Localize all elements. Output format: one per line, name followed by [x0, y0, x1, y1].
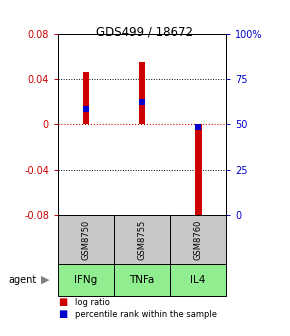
Bar [195, 124, 202, 221]
Text: ▶: ▶ [41, 275, 49, 285]
Text: ■: ■ [58, 309, 67, 319]
Text: IL4: IL4 [191, 275, 206, 285]
Text: log ratio: log ratio [75, 298, 110, 307]
Text: GSM8755: GSM8755 [137, 219, 147, 259]
Text: percentile rank within the sample: percentile rank within the sample [75, 310, 218, 319]
Text: IFNg: IFNg [75, 275, 98, 285]
Text: GSM8760: GSM8760 [194, 219, 203, 260]
Text: TNFa: TNFa [129, 275, 155, 285]
Text: agent: agent [9, 275, 37, 285]
Bar [139, 62, 146, 124]
Text: GSM8750: GSM8750 [81, 219, 90, 259]
Bar [83, 72, 89, 124]
Text: ■: ■ [58, 297, 67, 307]
Text: GDS499 / 18672: GDS499 / 18672 [97, 25, 193, 38]
